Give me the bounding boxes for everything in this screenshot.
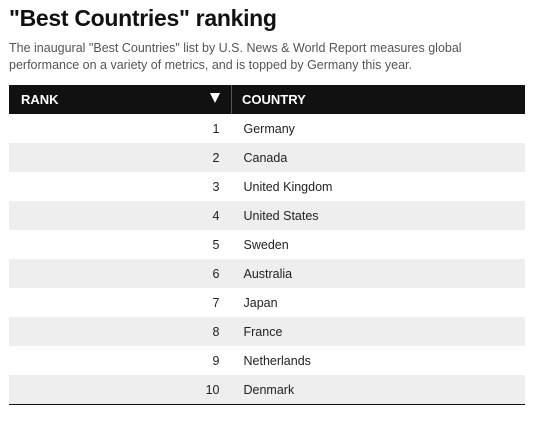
rank-cell: 7 bbox=[212, 295, 220, 310]
country-cell: Denmark bbox=[243, 382, 295, 397]
rank-cell: 9 bbox=[212, 353, 220, 368]
rank-cell: 1 bbox=[212, 121, 220, 136]
table-row: 4 United States bbox=[9, 201, 525, 230]
page-subtitle: The inaugural "Best Countries" list by U… bbox=[9, 41, 462, 72]
table-bottom-divider bbox=[9, 404, 525, 405]
column-header-country[interactable]: COUNTRY bbox=[232, 85, 526, 114]
country-cell: France bbox=[243, 324, 283, 339]
rank-cell: 2 bbox=[212, 150, 220, 165]
country-cell: Canada bbox=[243, 150, 288, 165]
table-row: 6 Australia bbox=[9, 259, 525, 288]
country-cell: United States bbox=[243, 208, 319, 223]
table-row: 3 United Kingdom bbox=[9, 172, 525, 201]
sort-descending-icon[interactable] bbox=[210, 93, 220, 103]
table-body: 1 Germany 2 Canada 3 United Kingdom 4 Un… bbox=[9, 114, 525, 404]
table-header: RANK COUNTRY bbox=[9, 85, 525, 114]
rank-cell: 8 bbox=[212, 324, 220, 339]
country-cell: Germany bbox=[243, 121, 295, 136]
table-row: 7 Japan bbox=[9, 288, 525, 317]
rank-cell: 4 bbox=[212, 208, 220, 223]
column-header-country-label: COUNTRY bbox=[242, 92, 306, 107]
rank-cell: 5 bbox=[212, 237, 220, 252]
country-cell: United Kingdom bbox=[243, 179, 333, 194]
page-title: "Best Countries" ranking bbox=[9, 5, 277, 31]
table-row: 9 Netherlands bbox=[9, 346, 525, 375]
table-row: 10 Denmark bbox=[9, 375, 525, 404]
country-cell: Japan bbox=[243, 295, 278, 310]
ranking-widget: "Best Countries" ranking The inaugural "… bbox=[9, 0, 525, 405]
rank-cell: 3 bbox=[212, 179, 220, 194]
table-row: 1 Germany bbox=[9, 114, 525, 143]
table-header-row: RANK COUNTRY bbox=[9, 85, 525, 114]
table-row: 8 France bbox=[9, 317, 525, 346]
country-cell: Sweden bbox=[243, 237, 289, 252]
country-cell: Netherlands bbox=[243, 353, 311, 368]
rank-cell: 6 bbox=[212, 266, 220, 281]
table-row: 2 Canada bbox=[9, 143, 525, 172]
ranking-table: RANK COUNTRY 1 Germany 2 Canada 3 United… bbox=[9, 85, 525, 404]
column-header-rank-label: RANK bbox=[21, 92, 59, 107]
table-row: 5 Sweden bbox=[9, 230, 525, 259]
rank-cell: 10 bbox=[205, 382, 220, 397]
column-header-rank[interactable]: RANK bbox=[9, 85, 232, 114]
country-cell: Australia bbox=[243, 266, 293, 281]
